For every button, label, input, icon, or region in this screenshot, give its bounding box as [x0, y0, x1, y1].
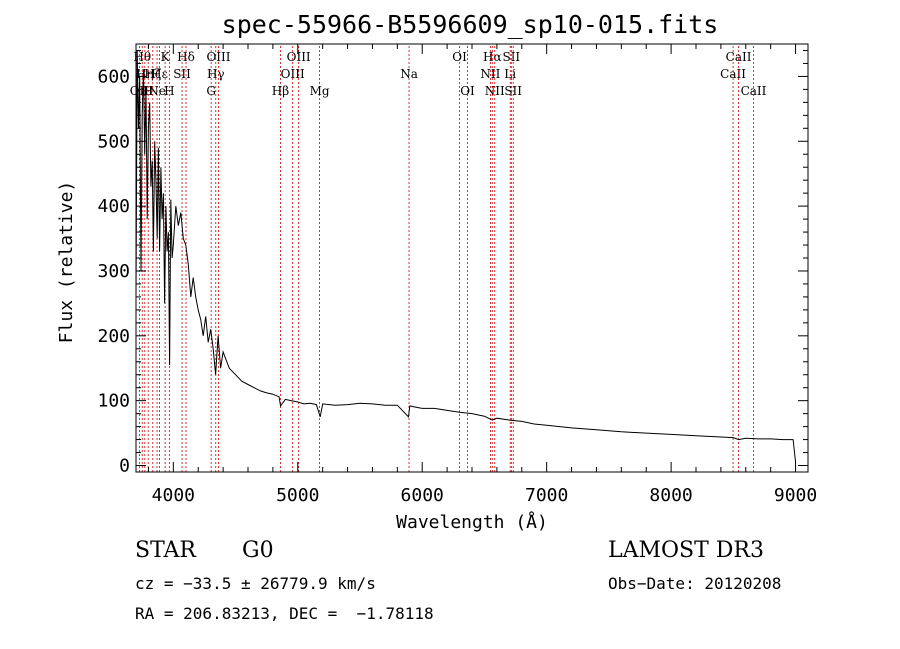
line-marker-label: SII: [504, 84, 522, 98]
line-marker-label: CaII: [726, 50, 752, 64]
line-marker-label: Hα: [483, 50, 502, 64]
y-tick-label: 600: [97, 66, 130, 87]
line-marker-label: Hη: [136, 67, 154, 81]
line-marker-label: K: [161, 50, 171, 64]
x-tick-label: 5000: [276, 485, 319, 506]
line-marker-label: OI: [452, 50, 467, 64]
line-marker-label: Hγ: [207, 67, 225, 81]
spectrum-line: [135, 50, 797, 463]
object-subclass: G0: [242, 538, 274, 563]
survey-name: LAMOST DR3: [608, 538, 764, 563]
chart-title: spec-55966-B5596609_sp10-015.fits: [222, 10, 719, 39]
axis-ticks: 4000 5000 6000 7000 8000 9000 0 100 200 300 400 500…: [97, 44, 817, 506]
line-marker-label: CaII: [741, 84, 767, 98]
line-marker-label: OIII: [206, 50, 230, 64]
y-tick-label: 500: [97, 131, 130, 152]
line-marker-label: Hε: [151, 67, 168, 81]
line-marker-label: OI: [460, 84, 475, 98]
object-class: STAR: [135, 538, 196, 563]
line-marker-label: SII: [502, 50, 520, 64]
y-tick-label: 200: [97, 326, 130, 347]
line-marker-label: Hδ: [177, 50, 195, 64]
line-markers: OIIHθHηHHζNeHεKHSIIHδGHγOIIIHβOIIIOIIIMg…: [130, 46, 767, 472]
line-marker-label: H: [164, 84, 174, 98]
redshift-cz: cz = −33.5 ± 26779.9 km/s: [135, 574, 376, 593]
x-tick-label: 7000: [525, 485, 568, 506]
y-tick-label: 400: [97, 196, 130, 217]
line-marker-label: CaII: [720, 67, 746, 81]
x-tick-label: 6000: [401, 485, 444, 506]
line-marker-label: Na: [400, 67, 418, 81]
plot-frame: [135, 43, 809, 473]
line-marker-label: NII: [480, 67, 500, 81]
x-tick-label: 9000: [774, 485, 817, 506]
observation-date: Obs−Date: 20120208: [608, 574, 782, 593]
line-marker-label: Mg: [310, 84, 330, 98]
x-tick-label: 4000: [152, 485, 195, 506]
line-marker-label: NII: [485, 84, 505, 98]
line-marker-label: SII: [173, 67, 191, 81]
line-marker-label: OIII: [281, 67, 305, 81]
y-tick-label: 300: [97, 261, 130, 282]
x-axis-label: Wavelength (Å): [396, 511, 548, 533]
line-marker-label: Ne: [148, 84, 166, 98]
y-tick-label: 100: [97, 391, 130, 412]
line-marker-label: Hβ: [272, 84, 289, 98]
y-axis-label: Flux (relative): [56, 181, 77, 344]
line-marker-label: H: [143, 84, 153, 98]
spectrum-chart: spec-55966-B5596609_sp10-015.fits OIIHθH…: [56, 10, 817, 533]
x-tick-label: 8000: [649, 485, 692, 506]
line-marker-label: OIII: [287, 50, 311, 64]
y-tick-label: 0: [119, 456, 130, 477]
ra-dec-coordinates: RA = 206.83213, DEC = −1.78118: [135, 604, 434, 623]
line-marker-label: G: [206, 84, 216, 98]
line-marker-label: Li: [504, 67, 516, 81]
